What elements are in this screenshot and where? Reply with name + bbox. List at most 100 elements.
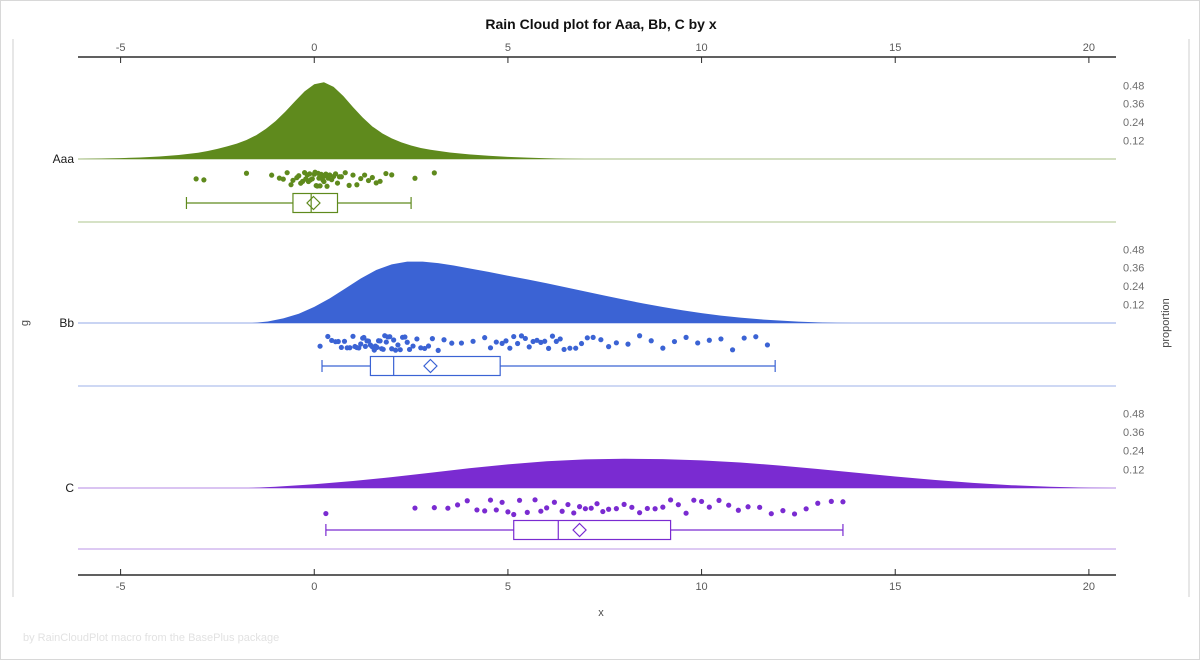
data-point: [582, 506, 588, 512]
data-point: [652, 506, 658, 512]
data-point: [377, 178, 383, 184]
data-point: [356, 345, 362, 351]
top-axis-tick-label: 5: [505, 42, 511, 54]
data-point: [374, 344, 380, 350]
data-point: [532, 497, 538, 503]
data-point: [505, 509, 511, 515]
data-point: [487, 497, 494, 503]
data-points: [317, 333, 771, 353]
data-point: [559, 508, 565, 514]
data-point: [803, 506, 809, 512]
data-point: [588, 505, 594, 511]
data-point: [290, 177, 296, 183]
top-axis-tick-label: 20: [1083, 42, 1095, 54]
data-point: [524, 509, 530, 515]
data-point: [402, 334, 408, 340]
box-plot: [185, 192, 412, 214]
data-point: [324, 183, 330, 189]
data-point: [507, 345, 513, 351]
data-point: [726, 502, 732, 508]
data-point: [406, 346, 413, 353]
data-point: [526, 344, 532, 350]
data-point: [683, 510, 689, 516]
data-point: [675, 502, 681, 508]
data-point: [499, 499, 505, 505]
data-point: [553, 338, 559, 345]
data-point: [729, 347, 736, 353]
top-axis-tick-label: 10: [695, 42, 707, 54]
data-point: [571, 510, 577, 516]
data-point: [482, 335, 488, 341]
data-point: [518, 333, 525, 339]
data-point: [335, 338, 341, 345]
data-point: [383, 170, 389, 177]
data-point: [412, 175, 418, 181]
data-point: [280, 176, 286, 182]
data-point: [764, 342, 771, 348]
data-point: [362, 343, 368, 349]
data-point: [561, 346, 567, 353]
bottom-axis-tick-label: 20: [1083, 581, 1095, 593]
data-point: [741, 335, 747, 341]
data-point: [383, 339, 389, 345]
data-point: [815, 500, 821, 506]
data-points: [323, 497, 846, 518]
data-point: [341, 338, 348, 344]
bottom-axis-tick-label: 5: [505, 581, 511, 593]
data-point: [768, 511, 774, 517]
data-point: [391, 337, 397, 343]
data-point: [660, 504, 666, 510]
proportion-tick-label: 0.48: [1123, 408, 1144, 420]
top-axis-tick-label: -5: [116, 42, 126, 54]
box-plot: [325, 519, 844, 541]
data-point: [243, 170, 250, 176]
data-point: [606, 344, 612, 350]
data-point: [350, 172, 356, 178]
density-cloud: [78, 82, 586, 159]
box-iqr: [513, 519, 672, 541]
data-point: [557, 336, 563, 342]
data-point: [410, 343, 416, 349]
bottom-axis-tick-label: -5: [116, 581, 126, 593]
data-point: [362, 172, 368, 178]
data-point: [350, 333, 356, 339]
data-point: [499, 340, 505, 346]
proportion-tick-label: 0.48: [1123, 80, 1144, 92]
x-axis-title: x: [598, 607, 604, 619]
data-point: [365, 177, 372, 184]
data-point: [493, 339, 499, 345]
mean-diamond: [306, 195, 321, 211]
data-point: [706, 504, 712, 510]
data-point: [429, 336, 435, 342]
data-point: [288, 182, 294, 188]
proportion-tick-label: 0.12: [1123, 300, 1144, 312]
data-point: [435, 347, 441, 353]
data-point: [418, 345, 424, 351]
top-axis-tick-label: 0: [311, 42, 317, 54]
data-point: [637, 333, 643, 339]
proportion-tick-label: 0.24: [1123, 281, 1144, 293]
data-point: [474, 507, 480, 513]
proportion-tick-label: 0.12: [1123, 464, 1144, 476]
data-point: [637, 510, 643, 516]
data-point: [309, 176, 315, 182]
proportion-tick-label: 0.36: [1123, 263, 1144, 275]
data-point: [625, 341, 631, 347]
data-point: [323, 510, 329, 517]
data-point: [573, 345, 579, 351]
data-point: [511, 333, 517, 340]
top-axis-tick-label: 15: [889, 42, 901, 54]
data-point: [464, 498, 470, 504]
data-point: [629, 504, 635, 510]
data-point: [389, 172, 395, 178]
data-point: [590, 334, 596, 340]
data-point: [334, 180, 341, 186]
data-point: [321, 178, 327, 185]
data-point: [745, 504, 751, 510]
data-point: [276, 175, 282, 181]
data-point: [522, 335, 528, 342]
data-point: [828, 498, 834, 504]
group-panel-bb: 0.48 0.36 0.24 0.12 Bb: [59, 244, 1144, 387]
data-point: [683, 334, 689, 340]
